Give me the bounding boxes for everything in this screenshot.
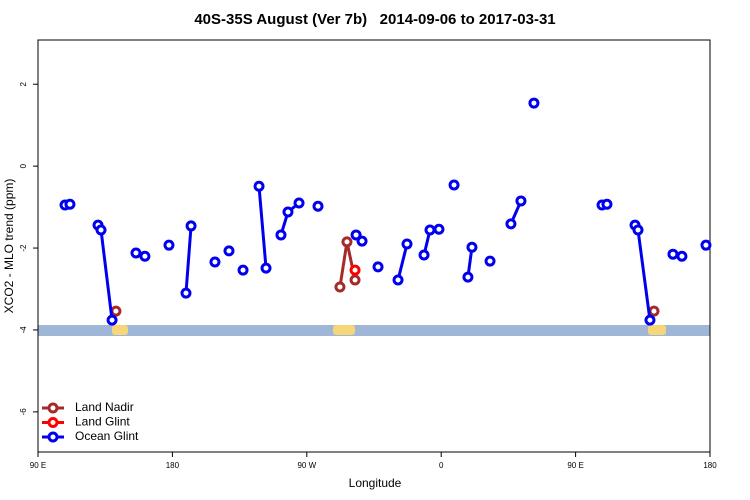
data-point [433,223,445,235]
data-point [163,239,175,251]
data-point [356,235,368,247]
data-point [418,249,430,261]
land-band [38,325,710,336]
data-point [64,198,76,210]
legend-label: Land Glint [75,415,130,429]
y-tick-label: -4 [19,326,28,334]
data-point [484,255,496,267]
series-line [184,225,193,294]
data-point [700,239,712,251]
chart-title: 40S-35S August (Ver 7b) 2014-09-06 to 20… [194,11,555,28]
series-line [633,224,652,321]
data-point [275,229,287,241]
legend-marker [47,431,59,443]
x-tick-label: 90 E [30,461,46,470]
data-point [282,206,294,218]
data-point [209,256,221,268]
plot-frame [37,39,711,453]
x-tick-label: 0 [439,461,444,470]
x-tick-label: 90 E [567,461,583,470]
series-line [96,224,114,321]
y-tick-label: 2 [19,81,28,86]
data-point [185,220,197,232]
y-axis-label: XCO2 - MLO trend (ppm) [2,179,16,314]
land-patch [333,325,355,335]
data-point [253,180,265,192]
y-tick-label: -6 [19,408,28,416]
y-tick-label: -2 [19,244,28,252]
data-point [312,200,324,212]
legend-label: Land Nadir [75,400,134,414]
data-point [632,224,644,236]
data-point [349,274,361,286]
data-point [260,262,272,274]
data-point [448,179,460,191]
data-point [528,97,540,109]
land-patch [112,325,128,335]
data-point [341,236,353,248]
x-tick-label: 180 [166,461,180,470]
data-point [515,195,527,207]
data-point [667,248,679,260]
data-point [106,314,118,326]
data-point [676,250,688,262]
series-line [396,243,409,281]
y-tick-label: 0 [19,163,28,168]
data-point [392,274,404,286]
data-point [401,238,413,250]
x-axis-label: Longitude [349,476,402,490]
data-point [424,224,436,236]
data-point [648,305,660,317]
data-point [334,281,346,293]
data-point [139,250,151,262]
series-line [257,186,268,269]
data-point [180,287,192,299]
data-point [130,247,142,259]
data-point [601,198,613,210]
x-tick-label: 90 W [297,461,316,470]
data-point [350,229,362,241]
legend-marker [47,417,59,428]
data-point [349,264,361,276]
data-point [237,264,249,276]
x-tick-label: 180 [703,461,717,470]
land-patch [648,325,666,335]
data-point [223,245,235,257]
data-point [95,224,107,236]
data-point [462,271,474,283]
legend-label: Ocean Glint [75,429,139,443]
data-point [466,241,478,253]
legend-marker [47,402,59,414]
data-point [644,314,656,326]
data-point [293,197,305,209]
data-point [505,218,517,230]
data-point [110,305,122,317]
data-point [372,261,384,273]
